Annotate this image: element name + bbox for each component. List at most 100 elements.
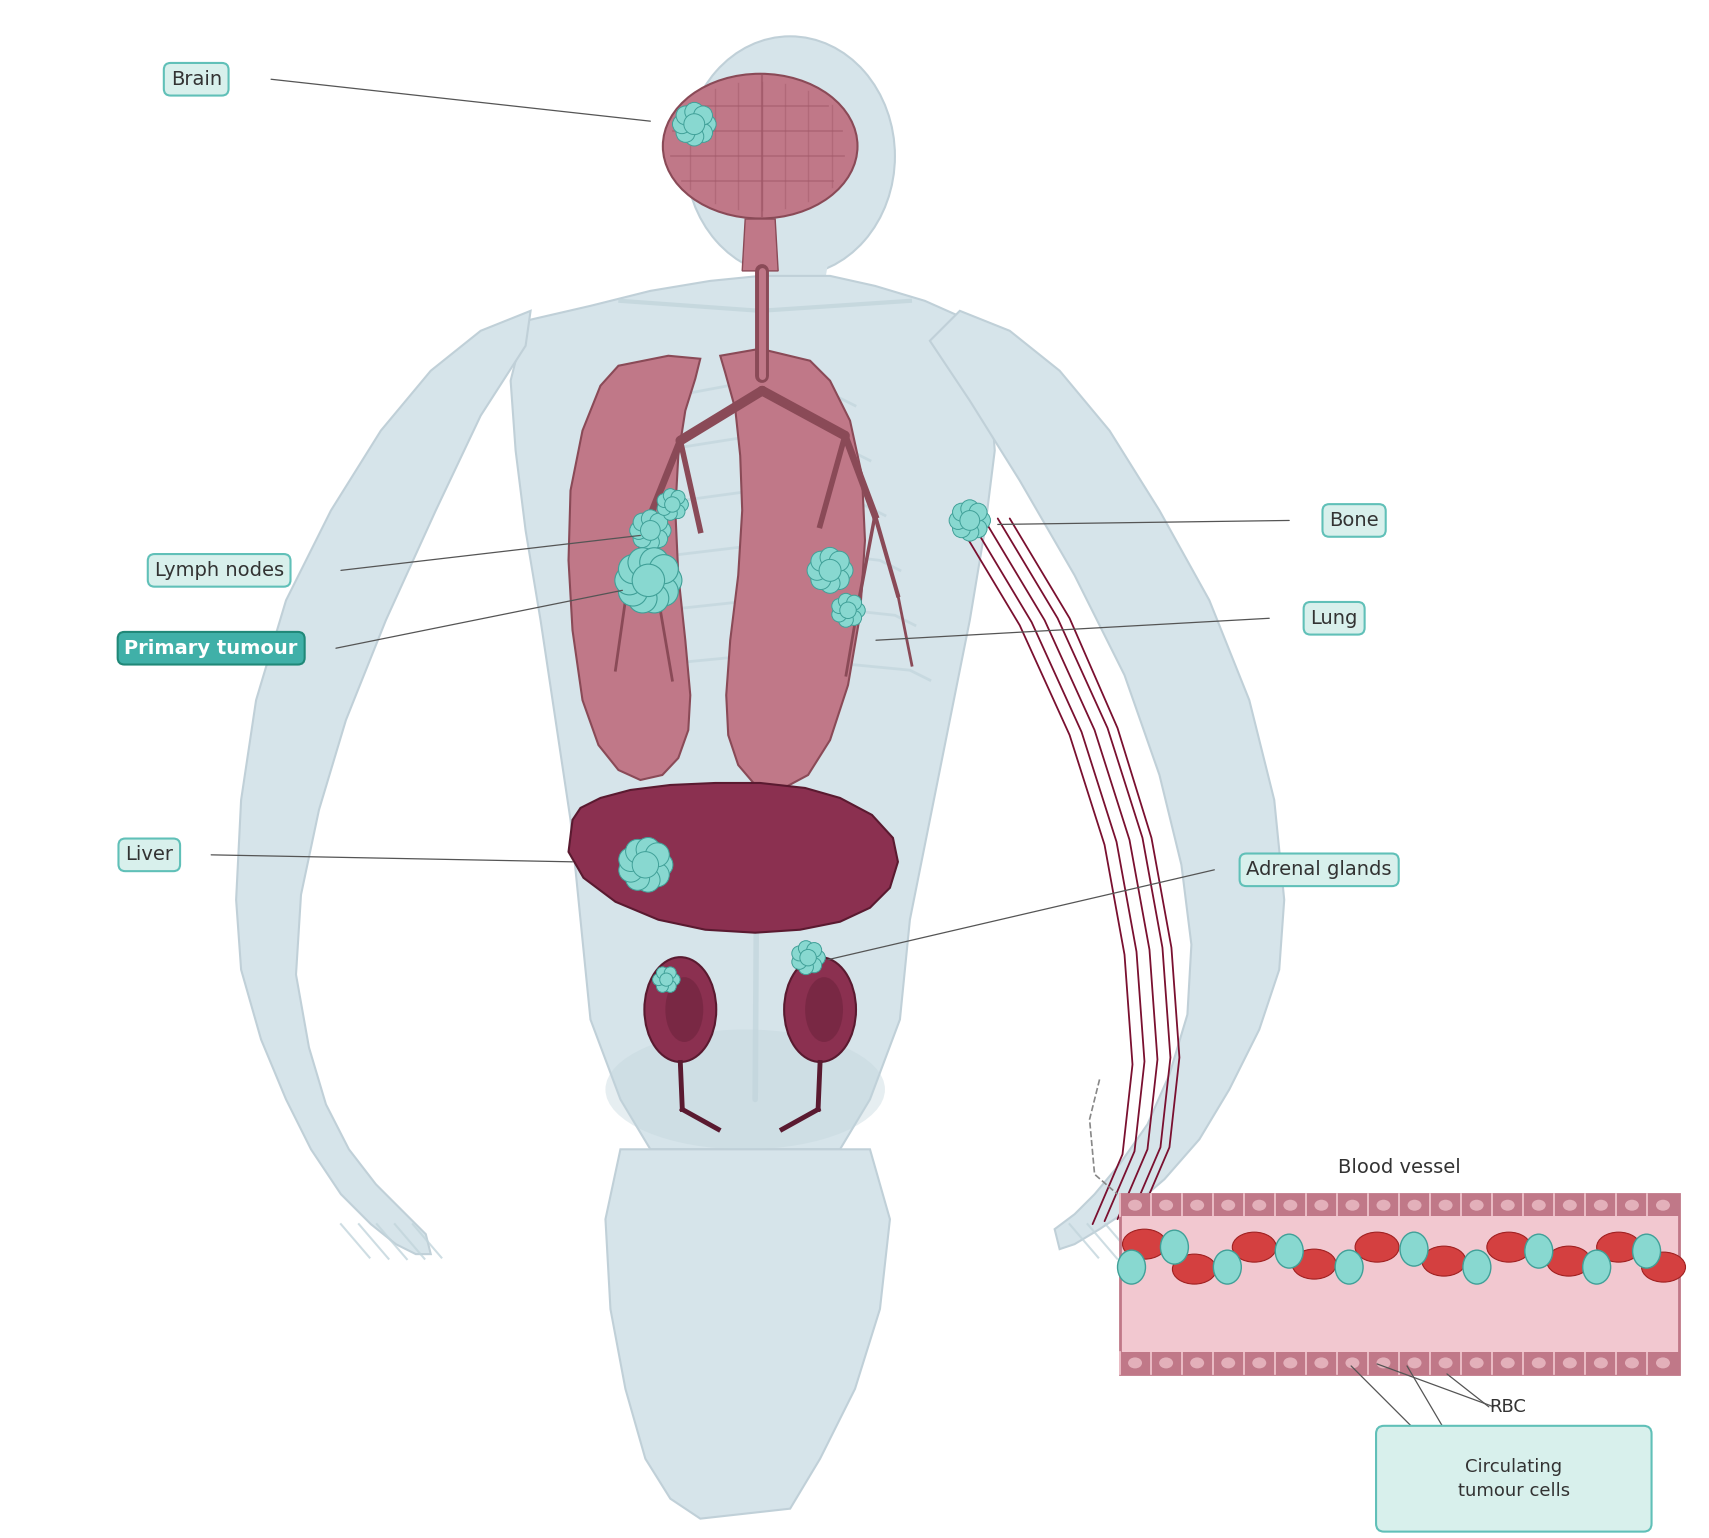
Circle shape: [658, 501, 672, 515]
Ellipse shape: [663, 74, 858, 218]
Circle shape: [685, 128, 704, 146]
Circle shape: [791, 946, 807, 961]
Ellipse shape: [1422, 1246, 1466, 1277]
Polygon shape: [930, 311, 1283, 1249]
Circle shape: [798, 941, 813, 955]
Circle shape: [807, 958, 822, 972]
Circle shape: [649, 577, 678, 606]
Polygon shape: [755, 251, 831, 311]
Ellipse shape: [1487, 1232, 1531, 1263]
Ellipse shape: [1128, 1200, 1142, 1210]
Circle shape: [800, 949, 817, 966]
Circle shape: [819, 560, 841, 581]
Circle shape: [660, 974, 673, 986]
Polygon shape: [569, 355, 701, 780]
Ellipse shape: [1253, 1358, 1266, 1369]
Circle shape: [656, 967, 668, 978]
Polygon shape: [742, 218, 778, 271]
Circle shape: [677, 123, 696, 143]
Ellipse shape: [1408, 1200, 1422, 1210]
Circle shape: [649, 514, 668, 531]
Circle shape: [653, 521, 672, 540]
Circle shape: [672, 491, 685, 504]
Ellipse shape: [1345, 1358, 1359, 1369]
Circle shape: [829, 569, 849, 589]
Polygon shape: [236, 311, 530, 1253]
Circle shape: [807, 560, 827, 580]
Circle shape: [625, 840, 649, 863]
Text: Lymph nodes: Lymph nodes: [154, 561, 284, 580]
Text: Bone: Bone: [1330, 511, 1379, 531]
Text: RBC: RBC: [1489, 1398, 1526, 1416]
Circle shape: [653, 566, 682, 595]
Ellipse shape: [605, 1029, 885, 1149]
Ellipse shape: [1470, 1200, 1483, 1210]
Circle shape: [625, 866, 649, 891]
Ellipse shape: [1283, 1200, 1297, 1210]
Circle shape: [615, 566, 644, 595]
Circle shape: [832, 598, 846, 614]
Circle shape: [665, 980, 677, 992]
Circle shape: [632, 529, 651, 548]
Circle shape: [619, 555, 648, 584]
Ellipse shape: [1118, 1250, 1145, 1284]
Circle shape: [969, 520, 988, 538]
Ellipse shape: [1656, 1200, 1670, 1210]
Ellipse shape: [1547, 1246, 1591, 1277]
Ellipse shape: [1524, 1233, 1553, 1269]
Circle shape: [636, 838, 660, 861]
Ellipse shape: [1283, 1358, 1297, 1369]
Circle shape: [697, 115, 716, 134]
Circle shape: [672, 504, 685, 518]
Circle shape: [646, 843, 670, 867]
Text: Primary tumour: Primary tumour: [125, 638, 297, 658]
Circle shape: [665, 967, 677, 978]
Ellipse shape: [1253, 1200, 1266, 1210]
Circle shape: [807, 943, 822, 958]
Circle shape: [972, 512, 991, 529]
Ellipse shape: [1275, 1233, 1304, 1269]
Ellipse shape: [1222, 1358, 1236, 1369]
Circle shape: [658, 494, 672, 508]
Ellipse shape: [685, 37, 896, 275]
Circle shape: [820, 574, 841, 594]
Ellipse shape: [1583, 1250, 1610, 1284]
Circle shape: [632, 514, 651, 531]
Circle shape: [649, 555, 678, 584]
Circle shape: [685, 103, 704, 122]
Circle shape: [663, 506, 677, 520]
Circle shape: [656, 980, 668, 992]
Ellipse shape: [644, 957, 716, 1061]
Circle shape: [969, 503, 988, 521]
Ellipse shape: [1232, 1232, 1277, 1263]
Circle shape: [948, 512, 967, 529]
Circle shape: [791, 955, 807, 969]
Ellipse shape: [805, 977, 843, 1043]
Circle shape: [627, 584, 656, 614]
Circle shape: [641, 520, 660, 540]
Ellipse shape: [784, 957, 856, 1061]
Circle shape: [627, 548, 656, 577]
Circle shape: [632, 564, 665, 597]
Circle shape: [829, 551, 849, 571]
Ellipse shape: [1632, 1233, 1661, 1269]
Text: Liver: Liver: [125, 846, 173, 864]
Circle shape: [677, 106, 696, 125]
Ellipse shape: [1128, 1358, 1142, 1369]
Circle shape: [694, 123, 713, 143]
Circle shape: [839, 594, 853, 609]
Circle shape: [839, 612, 853, 628]
Ellipse shape: [1355, 1232, 1400, 1263]
Circle shape: [668, 974, 680, 986]
Bar: [1119, 1193, 1678, 1217]
Ellipse shape: [1222, 1200, 1236, 1210]
Circle shape: [632, 852, 658, 878]
Ellipse shape: [1531, 1200, 1545, 1210]
Circle shape: [851, 603, 865, 618]
Text: Adrenal glands: Adrenal glands: [1246, 860, 1391, 880]
Polygon shape: [511, 275, 995, 1149]
Circle shape: [639, 584, 668, 614]
Circle shape: [653, 974, 665, 986]
Ellipse shape: [1400, 1232, 1429, 1266]
Circle shape: [672, 115, 692, 134]
